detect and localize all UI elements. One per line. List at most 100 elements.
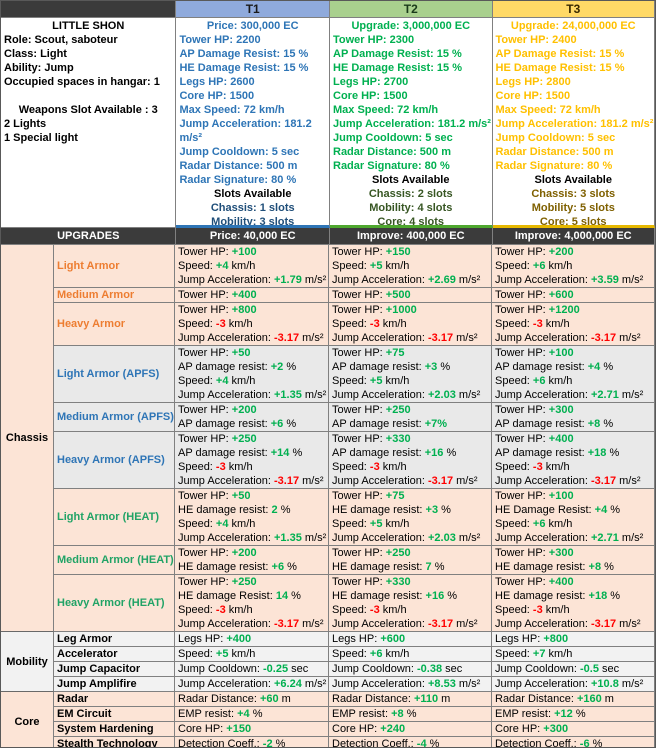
upgrade-stat-line: AP damage resist: +4 % bbox=[495, 360, 654, 374]
stat-text: km/h bbox=[545, 260, 573, 272]
unit-role: Role: Scout, saboteur bbox=[4, 34, 118, 46]
positive-value: +1.35 bbox=[274, 532, 302, 544]
upgrade-cell-t2: Jump Cooldown: -0.38 sec bbox=[329, 662, 492, 677]
stat-text: km/h bbox=[545, 375, 573, 387]
stat-text: m/s² bbox=[618, 274, 644, 286]
upgrade-stat-line: Speed: -3 km/h bbox=[332, 317, 491, 331]
stat-text: % bbox=[289, 447, 303, 459]
positive-value: +5 bbox=[369, 375, 383, 387]
positive-value: +250 bbox=[385, 404, 411, 416]
upgrade-stat-line: Tower HP: +800 bbox=[178, 303, 328, 317]
stat-text: Tower HP: bbox=[332, 404, 386, 416]
stat-text: Tower HP: bbox=[332, 490, 386, 502]
positive-value: +2 bbox=[270, 361, 284, 373]
negative-value: -3.17 bbox=[591, 332, 617, 344]
stat-text: m/s² bbox=[616, 332, 641, 344]
positive-value: +400 bbox=[548, 433, 574, 445]
info-row: LITTLE SHON Role: Scout, saboteur Class:… bbox=[1, 18, 655, 228]
stat-text: EMP resist: bbox=[495, 708, 555, 720]
stat-text: km/h bbox=[228, 518, 256, 530]
upgrade-cell-t1: Radar Distance: +60 m bbox=[175, 692, 329, 707]
stat-text: Jump Acceleration: bbox=[178, 678, 274, 690]
tier-stat-line: Core HP: 1500 bbox=[333, 90, 408, 102]
positive-value: +6 bbox=[271, 561, 285, 573]
stat-text: Speed: bbox=[178, 375, 216, 387]
stat-text: AP damage resist: bbox=[495, 361, 588, 373]
upgrade-row: Heavy Armor (APFS) Tower HP: +250 AP damag… bbox=[54, 432, 655, 489]
slot-count-line: Chassis: 1 slots bbox=[210, 202, 295, 214]
upgrade-cell-t2: EMP resist: +8 % bbox=[329, 707, 492, 722]
upgrade-stat-line: Jump Cooldown: -0.25 sec bbox=[178, 662, 328, 676]
positive-value: +100 bbox=[231, 246, 257, 258]
stat-text: Detection Coeff.: bbox=[178, 738, 263, 748]
upgrade-stat-line: Jump Acceleration: +1.35 m/s² bbox=[178, 388, 328, 402]
stat-text: AP damage resist: bbox=[495, 447, 588, 459]
negative-value: -3.17 bbox=[591, 618, 617, 630]
stat-text: % bbox=[284, 561, 297, 573]
upgrade-cell-t3: Tower HP: +400 AP damage resist: +18 % Spe… bbox=[492, 432, 655, 489]
upgrade-cell-t3: Jump Cooldown: -0.5 sec bbox=[492, 662, 655, 677]
section-chassis: Chassis Light Armor Tower HP: +100 Speed: +… bbox=[1, 245, 655, 632]
stat-text: % bbox=[403, 708, 417, 720]
stat-text: Jump Acceleration: bbox=[178, 618, 274, 630]
upgrade-stat-line: Jump Cooldown: -0.5 sec bbox=[495, 662, 654, 676]
upgrade-name: Heavy Armor bbox=[54, 303, 175, 346]
positive-value: +3 bbox=[425, 504, 439, 516]
upgrade-name: Light Armor (HEAT) bbox=[54, 489, 175, 546]
stat-text: Jump Acceleration: bbox=[495, 678, 591, 690]
stat-text: Speed: bbox=[495, 318, 533, 330]
section-rows: Light Armor Tower HP: +100 Speed: +4 km/h J… bbox=[54, 245, 655, 632]
upgrade-row: Light Armor Tower HP: +100 Speed: +4 km/h J… bbox=[54, 245, 655, 288]
upgrade-stat-line: AP damage resist: +2 % bbox=[178, 360, 328, 374]
stat-text: Jump Acceleration: bbox=[332, 618, 428, 630]
stat-text: Tower HP: bbox=[178, 347, 232, 359]
tier-stat-line: HE Damage Resist: 15 % bbox=[495, 62, 625, 74]
upgrade-stat-line: HE damage resist: 7 % bbox=[332, 560, 491, 574]
stat-text: Jump Acceleration: bbox=[178, 332, 274, 344]
upgrade-stat-line: HE damage resist: +8 % bbox=[495, 560, 654, 574]
upgrade-cell-t3: Legs HP: +800 bbox=[492, 632, 655, 647]
stat-text: % bbox=[272, 738, 286, 748]
slots-available-title: Slots Available bbox=[534, 174, 612, 186]
upgrade-stat-line: Tower HP: +75 bbox=[332, 346, 491, 360]
upgrade-stat-line: Jump Acceleration: +3.59 m/s² bbox=[495, 273, 654, 287]
positive-value: +200 bbox=[231, 404, 257, 416]
stat-text: Tower HP: bbox=[332, 576, 386, 588]
upgrade-stat-line: Speed: -3 km/h bbox=[495, 317, 654, 331]
upgrade-cell-t1: Tower HP: +250 HE damage Resist: 14 % Spee… bbox=[175, 575, 329, 632]
upgrade-cell-t3: Tower HP: +200 Speed: +6 km/h Jump Acceler… bbox=[492, 245, 655, 288]
upgrade-stat-line: AP damage resist: +6 % bbox=[178, 417, 328, 431]
stat-text: Tower HP: bbox=[495, 347, 549, 359]
positive-value: +3.59 bbox=[591, 274, 619, 286]
upgrade-stat-line: Jump Acceleration: -3.17 m/s² bbox=[495, 331, 654, 345]
stat-text: % bbox=[249, 708, 263, 720]
unit-ability: Ability: Jump bbox=[4, 62, 74, 74]
upgrade-stat-line: Tower HP: +330 bbox=[332, 575, 491, 589]
upgrade-cell-t3: Tower HP: +1200 Speed: -3 km/h Jump Accele… bbox=[492, 303, 655, 346]
upgrade-cell-t1: Tower HP: +50 HE damage resist: 2 % Speed:… bbox=[175, 489, 329, 546]
upgrade-stat-line: Core HP: +240 bbox=[332, 722, 491, 736]
upgrade-stat-line: Tower HP: +50 bbox=[178, 489, 328, 503]
positive-value: +16 bbox=[425, 590, 445, 602]
negative-value: -3.17 bbox=[591, 475, 617, 487]
positive-value: +2.03 bbox=[428, 532, 456, 544]
positive-value: +2.71 bbox=[591, 389, 619, 401]
tier-stat-line: Tower HP: 2200 bbox=[179, 34, 261, 46]
positive-value: +600 bbox=[548, 289, 574, 301]
stat-text: Jump Acceleration: bbox=[495, 332, 591, 344]
tier-stat-line: Max Speed: 72 km/h bbox=[179, 104, 285, 116]
positive-value: +8 bbox=[587, 418, 601, 430]
upgrade-cell-t1: EMP resist: +4 % bbox=[175, 707, 329, 722]
stat-text: HE damage resist: bbox=[178, 561, 272, 573]
stat-text: sec bbox=[442, 663, 463, 675]
stat-text: km/h bbox=[379, 604, 407, 616]
stat-text: m/s² bbox=[299, 475, 324, 487]
stat-text: km/h bbox=[228, 648, 256, 660]
stat-text: Speed: bbox=[332, 461, 370, 473]
upgrade-name: Medium Armor (HEAT) bbox=[54, 546, 175, 575]
stat-text: km/h bbox=[379, 461, 407, 473]
stat-text: Jump Cooldown: bbox=[495, 663, 580, 675]
negative-value: -3 bbox=[532, 604, 543, 616]
slot-count-line: Chassis: 2 slots bbox=[368, 188, 453, 200]
tier-stat-line: Legs HP: 2800 bbox=[495, 76, 571, 88]
